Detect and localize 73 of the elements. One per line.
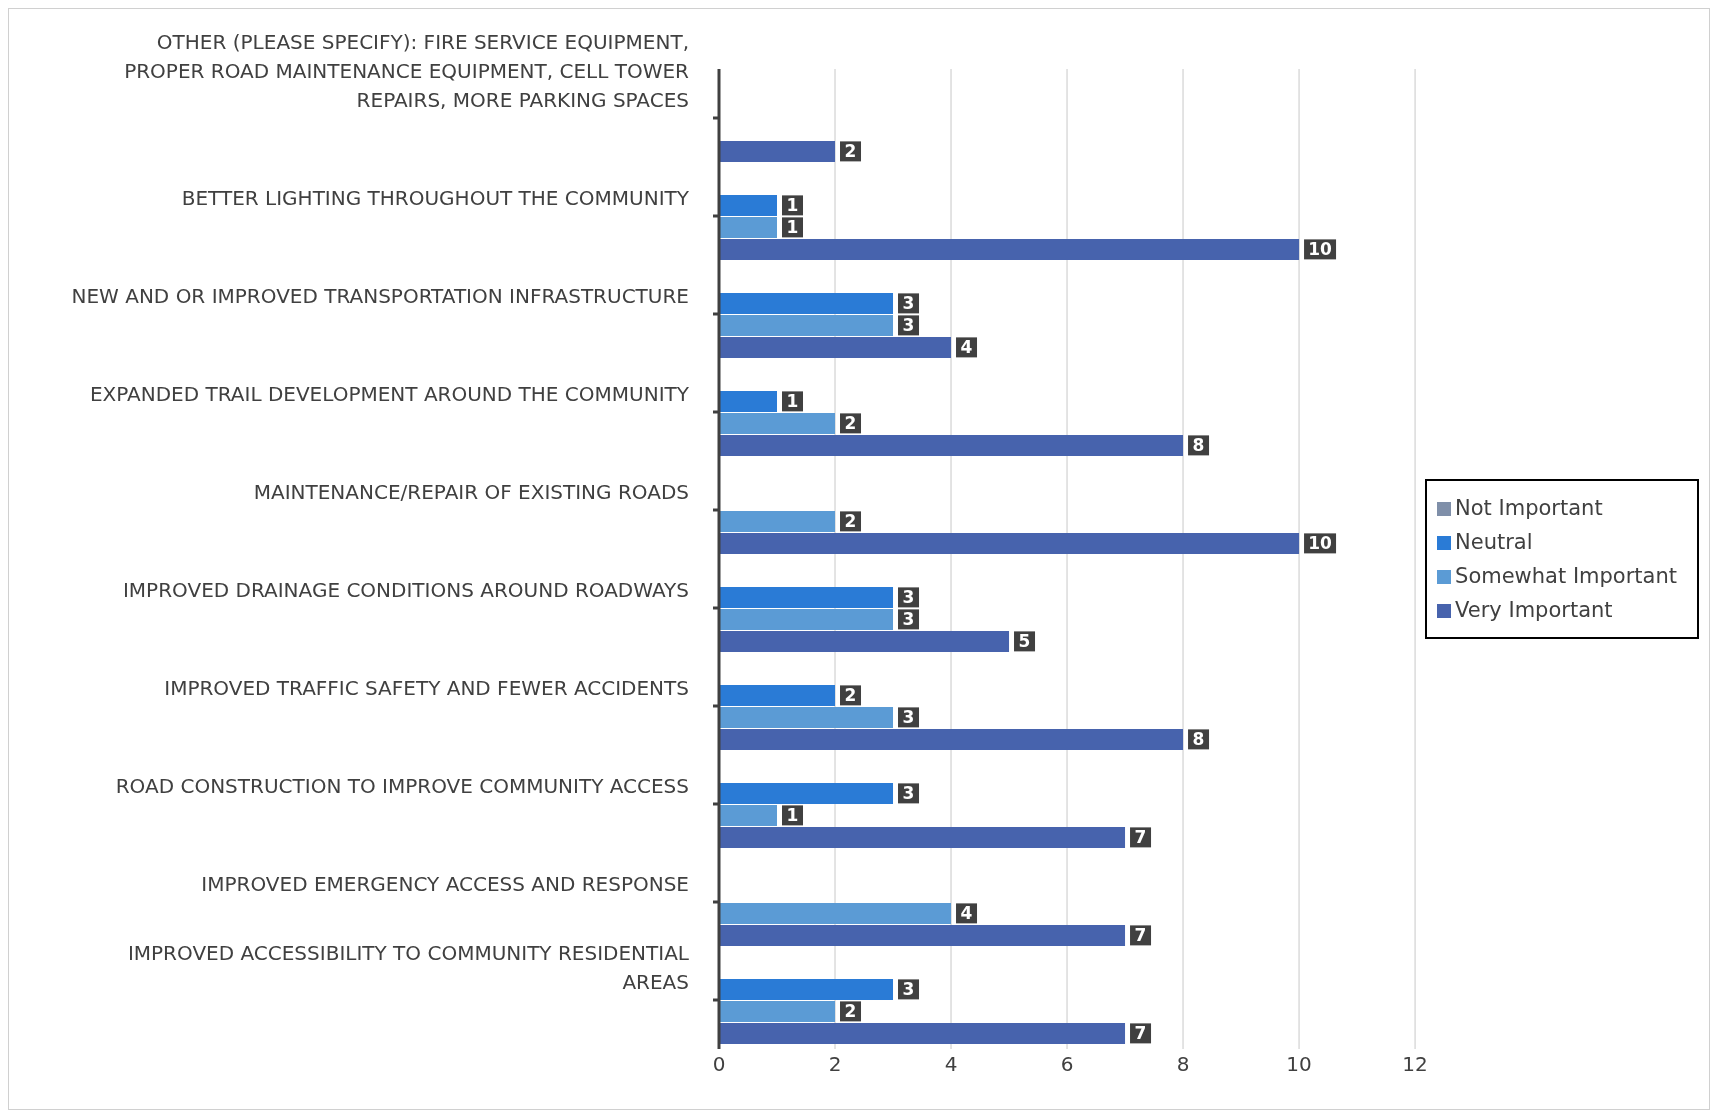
bar — [719, 608, 894, 630]
bar — [719, 532, 1300, 554]
data-label: 4 — [960, 903, 973, 924]
bar — [719, 706, 894, 728]
data-label: 2 — [844, 1001, 857, 1022]
bar — [719, 902, 952, 924]
data-label: 3 — [902, 707, 915, 728]
data-label: 2 — [844, 413, 857, 434]
bar — [719, 924, 1126, 946]
legend-label: Neutral — [1455, 530, 1533, 554]
data-label: 2 — [844, 141, 857, 162]
y-tick-label: NEW AND OR IMPROVED TRANSPORTATION INFRASTRUCTURE — [71, 284, 689, 308]
x-tick-label: 10 — [1286, 1052, 1312, 1077]
y-tick-label: IMPROVED ACCESSIBILITY TO COMMUNITY RESIDENTIAL AREAS — [127, 941, 690, 994]
bar — [719, 684, 836, 706]
data-label: 3 — [902, 293, 915, 314]
y-tick-label: EXPANDED TRAIL DEVELOPMENT AROUND THE COMMUNITY — [89, 382, 690, 406]
bar — [719, 826, 1126, 848]
data-label: 7 — [1134, 827, 1147, 848]
y-tick-label: MAINTENANCE/REPAIR OF EXISTING ROADS — [253, 480, 689, 504]
bar — [719, 586, 894, 608]
x-tick-label: 2 — [828, 1052, 842, 1077]
bar — [719, 804, 778, 826]
bar — [719, 194, 778, 216]
bar — [719, 314, 894, 336]
legend-label: Very Important — [1455, 598, 1613, 622]
bar — [719, 728, 1184, 750]
y-tick-label: ROAD CONSTRUCTION TO IMPROVE COMMUNITY ACCESS — [115, 774, 689, 798]
bar — [719, 216, 778, 238]
bar — [719, 292, 894, 314]
bar — [719, 782, 894, 804]
bar — [719, 1022, 1126, 1044]
data-label: 7 — [1134, 1023, 1147, 1044]
data-label: 10 — [1308, 239, 1333, 260]
bar — [719, 1000, 836, 1022]
data-label: 2 — [844, 685, 857, 706]
data-label: 1 — [786, 391, 799, 412]
data-label: 5 — [1018, 631, 1031, 652]
x-tick-label: 6 — [1060, 1052, 1074, 1077]
y-tick-label: IMPROVED DRAINAGE CONDITIONS AROUND ROADWAYS — [122, 578, 689, 602]
y-tick-label: IMPROVED TRAFFIC SAFETY AND FEWER ACCIDENTS — [164, 676, 689, 700]
bar — [719, 412, 836, 434]
legend-label: Not Important — [1455, 496, 1603, 520]
y-tick-label: OTHER (PLEASE SPECIFY): FIRE SERVICE EQUIPMENT, PROPER ROAD MAINTENANCE EQUIPMENT, CELL TOWER REPAIRS, MORE PARKING SPACES — [124, 30, 690, 112]
data-label: 1 — [786, 195, 799, 216]
data-label: 10 — [1308, 533, 1333, 554]
bar — [719, 140, 836, 162]
x-tick-label: 4 — [944, 1052, 958, 1077]
data-label: 3 — [902, 587, 915, 608]
data-label: 7 — [1134, 925, 1147, 946]
y-tick-label: IMPROVED EMERGENCY ACCESS AND RESPONSE — [201, 872, 689, 896]
bar — [719, 336, 952, 358]
data-label: 3 — [902, 979, 915, 1000]
data-label: 8 — [1192, 435, 1205, 456]
data-label: 4 — [960, 337, 973, 358]
legend-label: Somewhat Important — [1455, 564, 1677, 588]
bar — [719, 510, 836, 532]
bar — [719, 238, 1300, 260]
bar — [719, 434, 1184, 456]
bar — [719, 978, 894, 1000]
data-label: 3 — [902, 783, 915, 804]
bar — [719, 390, 778, 412]
x-tick-label: 0 — [712, 1052, 726, 1077]
data-label: 1 — [786, 805, 799, 826]
data-label: 1 — [786, 217, 799, 238]
data-label: 3 — [902, 609, 915, 630]
bar — [719, 630, 1010, 652]
x-tick-label: 12 — [1402, 1052, 1428, 1077]
x-tick-label: 8 — [1176, 1052, 1190, 1077]
data-label: 2 — [844, 511, 857, 532]
data-label: 3 — [902, 315, 915, 336]
y-tick-label: BETTER LIGHTING THROUGHOUT THE COMMUNITY — [181, 186, 690, 210]
data-label: 8 — [1192, 729, 1205, 750]
